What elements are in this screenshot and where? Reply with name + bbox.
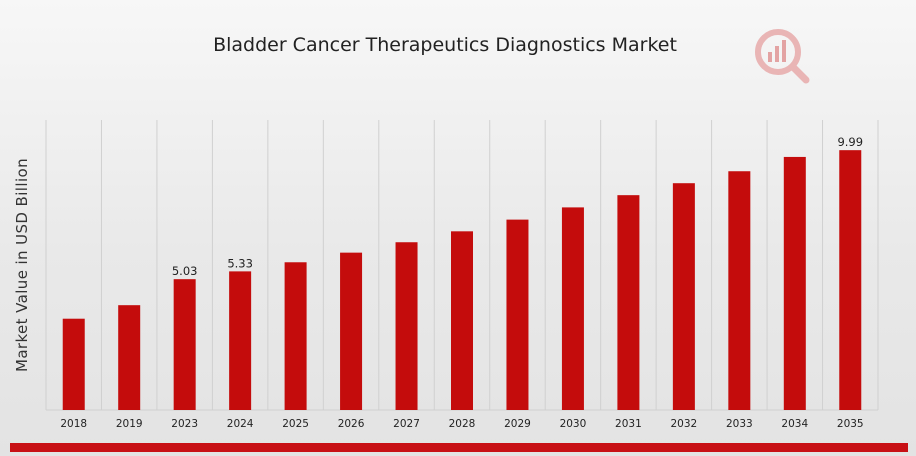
bar-2027 xyxy=(395,242,418,410)
bar-2029 xyxy=(506,219,529,410)
bar-2032 xyxy=(672,183,695,410)
x-tick-label: 2024 xyxy=(227,418,254,430)
data-label-2024: 5.33 xyxy=(227,256,253,270)
bar-2030 xyxy=(561,207,584,410)
x-tick-label: 2033 xyxy=(726,418,753,430)
x-tick-label: 2031 xyxy=(615,418,642,430)
bar-2028 xyxy=(451,231,473,410)
data-label-2035: 9.99 xyxy=(837,135,863,149)
x-tick-label: 2019 xyxy=(116,418,143,430)
data-label-2023: 5.03 xyxy=(172,264,198,278)
bar-2035 xyxy=(839,150,862,410)
brand-bottom-bar xyxy=(10,443,908,452)
bar-2025 xyxy=(284,262,307,410)
bar-2034 xyxy=(783,156,806,410)
x-tick-label: 2030 xyxy=(560,418,587,430)
bar-2024 xyxy=(229,271,252,410)
x-tick-label: 2023 xyxy=(171,418,198,430)
x-tick-label: 2032 xyxy=(670,418,697,430)
bar-2031 xyxy=(617,195,640,410)
x-tick-label: 2034 xyxy=(781,418,808,430)
x-tick-label: 2029 xyxy=(504,418,531,430)
bar-2023 xyxy=(173,279,196,410)
bar-2033 xyxy=(728,171,751,410)
bar-2018 xyxy=(62,318,85,410)
x-tick-label: 2025 xyxy=(282,418,309,430)
x-tick-label: 2027 xyxy=(393,418,420,430)
x-tick-label: 2035 xyxy=(837,418,864,430)
x-tick-label: 2018 xyxy=(60,418,87,430)
bar-2019 xyxy=(118,305,141,410)
chart-title: Bladder Cancer Therapeutics Diagnostics … xyxy=(213,34,677,56)
x-tick-label: 2028 xyxy=(449,418,476,430)
bar-2026 xyxy=(340,252,363,410)
x-tick-label: 2026 xyxy=(338,418,365,430)
bar-chart-magnifier-logo-icon xyxy=(755,29,810,84)
